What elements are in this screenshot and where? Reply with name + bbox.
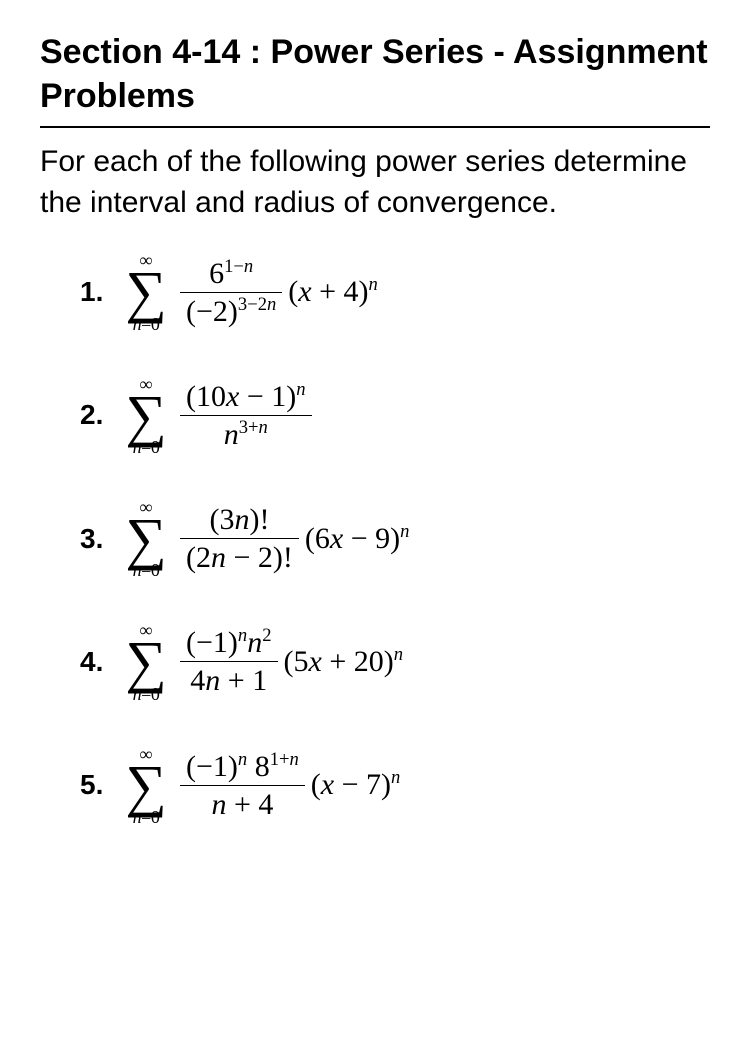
tail-term: (x + 4)n: [288, 275, 378, 309]
sigma-symbol: ∑: [125, 267, 166, 316]
sigma-symbol: ∑: [125, 637, 166, 686]
fraction: (3n)! (2n − 2)!: [180, 501, 299, 576]
fraction-denominator: (−2)3−2n: [180, 293, 282, 330]
sum-lower: n=0: [133, 315, 160, 333]
title-rule: [40, 126, 710, 128]
problem-number: 4.: [80, 646, 110, 678]
tail-term: (6x − 9)n: [305, 522, 410, 556]
fraction: (−1)nn2 4n + 1: [180, 624, 278, 699]
sigma-symbol: ∑: [125, 514, 166, 563]
tail-term: (5x + 20)n: [284, 645, 404, 679]
summation: ∞ ∑ n=0: [122, 745, 170, 826]
fraction: 61−n (−2)3−2n: [180, 255, 282, 330]
problem-item: 2. ∞ ∑ n=0 (10x − 1)n n3+n: [80, 375, 710, 456]
intro-text: For each of the following power series d…: [40, 142, 710, 223]
summation: ∞ ∑ n=0: [122, 251, 170, 332]
problem-list: 1. ∞ ∑ n=0 61−n (−2)3−2n (x + 4)n 2. ∞ ∑…: [40, 251, 710, 825]
tail-term: (x − 7)n: [311, 768, 401, 802]
fraction-numerator: (10x − 1)n: [180, 378, 312, 415]
page-title: Section 4-14 : Power Series - Assignment…: [40, 30, 710, 118]
sum-lower: n=0: [133, 561, 160, 579]
fraction: (10x − 1)n n3+n: [180, 378, 312, 453]
summation: ∞ ∑ n=0: [122, 375, 170, 456]
fraction-numerator: (3n)!: [203, 501, 275, 538]
problem-number: 2.: [80, 399, 110, 431]
sum-lower: n=0: [133, 808, 160, 826]
summation: ∞ ∑ n=0: [122, 498, 170, 579]
problem-item: 1. ∞ ∑ n=0 61−n (−2)3−2n (x + 4)n: [80, 251, 710, 332]
sigma-symbol: ∑: [125, 761, 166, 810]
fraction-denominator: n + 4: [205, 786, 279, 823]
fraction-denominator: n3+n: [218, 416, 274, 453]
fraction: (−1)n 81+n n + 4: [180, 748, 305, 823]
fraction-numerator: (−1)n 81+n: [180, 748, 305, 785]
problem-item: 5. ∞ ∑ n=0 (−1)n 81+n n + 4 (x − 7)n: [80, 745, 710, 826]
problem-number: 1.: [80, 276, 110, 308]
problem-item: 3. ∞ ∑ n=0 (3n)! (2n − 2)! (6x − 9)n: [80, 498, 710, 579]
fraction-numerator: (−1)nn2: [180, 624, 278, 661]
sum-lower: n=0: [133, 685, 160, 703]
sigma-symbol: ∑: [125, 391, 166, 440]
problem-number: 5.: [80, 769, 110, 801]
problem-item: 4. ∞ ∑ n=0 (−1)nn2 4n + 1 (5x + 20)n: [80, 621, 710, 702]
problem-number: 3.: [80, 523, 110, 555]
summation: ∞ ∑ n=0: [122, 621, 170, 702]
fraction-numerator: 61−n: [203, 255, 259, 292]
fraction-denominator: (2n − 2)!: [180, 539, 299, 576]
sum-lower: n=0: [133, 438, 160, 456]
fraction-denominator: 4n + 1: [184, 662, 273, 699]
